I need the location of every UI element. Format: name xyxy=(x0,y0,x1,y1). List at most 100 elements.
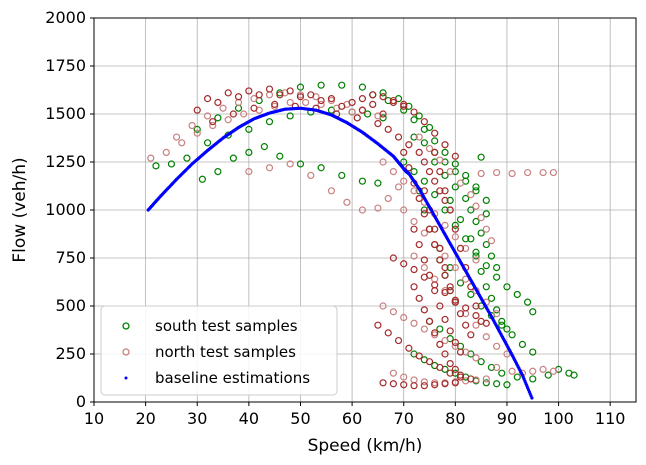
sample-point xyxy=(425,358,434,366)
sample-point xyxy=(539,365,547,373)
sample-point xyxy=(410,217,418,226)
sample-point xyxy=(472,354,480,362)
sample-point xyxy=(420,273,428,281)
sample-point xyxy=(374,119,382,128)
sample-point xyxy=(441,221,449,229)
sample-point xyxy=(462,304,470,312)
sample-point xyxy=(229,110,237,118)
sample-point xyxy=(379,89,387,97)
sample-point xyxy=(219,104,227,112)
sample-point xyxy=(374,204,382,212)
sample-point xyxy=(451,233,459,241)
sample-point xyxy=(472,376,480,384)
sample-point xyxy=(374,321,382,329)
sample-point xyxy=(482,375,490,383)
sample-point xyxy=(296,93,305,101)
sample-point xyxy=(431,137,439,145)
sample-point xyxy=(400,313,408,322)
sample-point xyxy=(224,89,232,97)
sample-point xyxy=(451,152,459,160)
sample-point xyxy=(317,100,325,109)
sample-point xyxy=(462,194,470,203)
sample-point xyxy=(193,129,201,137)
sample-point xyxy=(482,283,490,291)
sample-point xyxy=(420,325,428,333)
sample-point xyxy=(441,252,449,260)
sample-point xyxy=(307,91,315,99)
sample-point xyxy=(265,118,274,126)
sample-point xyxy=(420,177,428,185)
sample-point xyxy=(420,264,428,272)
sample-point xyxy=(493,273,501,281)
sample-point xyxy=(462,171,470,180)
sample-point xyxy=(415,352,423,360)
sample-point xyxy=(410,382,418,390)
sample-point xyxy=(436,256,444,264)
sample-point xyxy=(451,160,459,168)
y-tick-label: 1250 xyxy=(45,152,86,171)
sample-point xyxy=(487,294,496,302)
x-tick-label: 70 xyxy=(394,409,414,428)
sample-point xyxy=(327,187,336,195)
sample-point xyxy=(436,302,444,310)
sample-point xyxy=(296,83,305,91)
sample-point xyxy=(431,381,439,389)
sample-point xyxy=(183,154,191,162)
sample-point xyxy=(472,187,480,195)
series-3 xyxy=(146,106,534,400)
sample-point xyxy=(529,375,537,383)
sample-point xyxy=(405,164,413,172)
sample-point xyxy=(410,187,418,195)
sample-point xyxy=(451,183,459,191)
sample-point xyxy=(493,380,501,388)
sample-point xyxy=(482,210,490,218)
sample-point xyxy=(193,125,201,133)
sample-point xyxy=(508,367,516,375)
sample-point xyxy=(358,95,367,103)
sample-point xyxy=(245,148,253,156)
sample-point xyxy=(441,148,449,156)
sample-point xyxy=(425,168,434,176)
sample-point xyxy=(317,96,325,105)
sample-point xyxy=(394,336,403,345)
sample-point xyxy=(245,125,253,133)
sample-point xyxy=(410,252,418,260)
sample-point xyxy=(214,114,222,122)
y-tick-label: 0 xyxy=(76,392,86,411)
sample-point xyxy=(451,168,459,176)
x-tick-label: 10 xyxy=(84,409,104,428)
sample-point xyxy=(441,288,449,297)
sample-point xyxy=(472,202,480,210)
sample-point xyxy=(431,191,439,199)
sample-point xyxy=(482,262,490,270)
sample-point xyxy=(369,91,377,99)
sample-point xyxy=(472,321,480,329)
sample-point xyxy=(431,177,439,185)
sample-point xyxy=(498,321,506,329)
sample-point xyxy=(415,133,423,141)
sample-point xyxy=(467,375,475,383)
sample-point xyxy=(467,331,475,339)
sample-point xyxy=(487,252,496,260)
sample-point xyxy=(446,283,454,291)
sample-point xyxy=(503,283,511,291)
sample-point xyxy=(451,264,459,272)
y-tick-label: 750 xyxy=(55,248,86,267)
sample-point xyxy=(214,98,222,107)
sample-point xyxy=(431,129,439,137)
sample-point xyxy=(518,340,527,348)
sample-point xyxy=(482,333,490,341)
sample-point xyxy=(436,168,444,176)
x-tick-label: 80 xyxy=(445,409,465,428)
sample-point xyxy=(508,169,516,178)
sample-point xyxy=(172,133,181,141)
sample-point xyxy=(451,342,459,350)
sample-point xyxy=(472,217,480,226)
y-axis-label: Flow (veh/h) xyxy=(10,157,30,262)
sample-point xyxy=(394,183,403,191)
sample-point xyxy=(410,319,418,327)
sample-point xyxy=(477,169,485,178)
sample-point xyxy=(441,315,449,324)
sample-point xyxy=(420,306,428,314)
